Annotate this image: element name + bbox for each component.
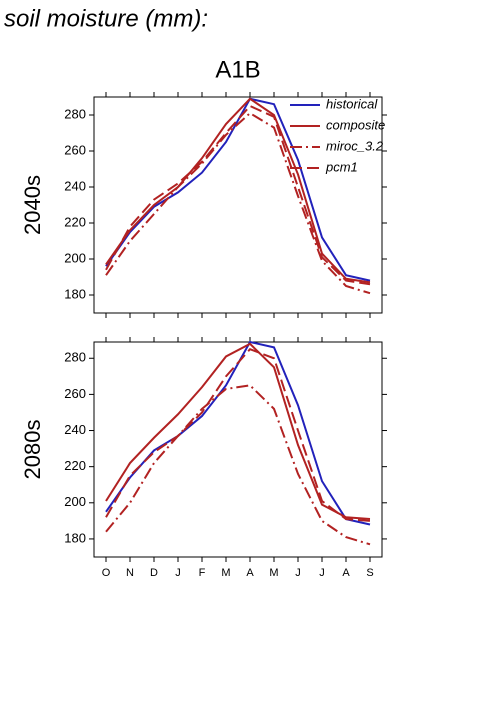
x-tick-label: J	[295, 567, 301, 579]
x-tick-label: F	[199, 567, 206, 579]
legend-label: pcm1	[325, 159, 358, 174]
x-tick-label: A	[342, 567, 350, 579]
y-tick-label: 180	[64, 530, 86, 545]
x-tick-label: J	[319, 567, 325, 579]
y-axis-label: 2080s	[20, 420, 45, 480]
figure-title: soil moisture (mm):	[4, 5, 208, 32]
x-tick-label: M	[269, 567, 278, 579]
x-tick-label: S	[366, 567, 373, 579]
x-tick-label: D	[150, 567, 158, 579]
x-tick-label: A	[246, 567, 254, 579]
x-tick-label: J	[175, 567, 181, 579]
series-line	[105, 340, 371, 526]
y-tick-label: 240	[64, 178, 86, 193]
y-tick-label: 260	[64, 386, 86, 401]
y-tick-label: 220	[64, 214, 86, 229]
series-line	[105, 111, 371, 295]
y-tick-label: 200	[64, 494, 86, 509]
panel-title: A1B	[215, 56, 260, 83]
y-tick-label: 260	[64, 142, 86, 157]
x-tick-label: N	[126, 567, 134, 579]
y-tick-label: 240	[64, 422, 86, 437]
legend-label: historical	[326, 96, 378, 111]
series-line	[105, 342, 371, 521]
series-line	[105, 97, 371, 284]
y-tick-label: 220	[64, 458, 86, 473]
plot-frame	[93, 341, 383, 558]
legend-label: miroc_3.2	[326, 138, 384, 153]
y-tick-label: 180	[64, 286, 86, 301]
x-tick-label: M	[221, 567, 230, 579]
y-axis-label: 2040s	[20, 175, 45, 235]
y-tick-label: 200	[64, 250, 86, 265]
x-tick-label: O	[102, 567, 111, 579]
series-line	[105, 97, 371, 282]
legend-label: composite	[326, 117, 385, 132]
y-tick-label: 280	[64, 350, 86, 365]
series-line	[105, 384, 371, 546]
y-tick-label: 280	[64, 106, 86, 121]
plot-frame	[93, 96, 383, 314]
series-line	[105, 104, 371, 286]
series-line	[105, 348, 371, 522]
